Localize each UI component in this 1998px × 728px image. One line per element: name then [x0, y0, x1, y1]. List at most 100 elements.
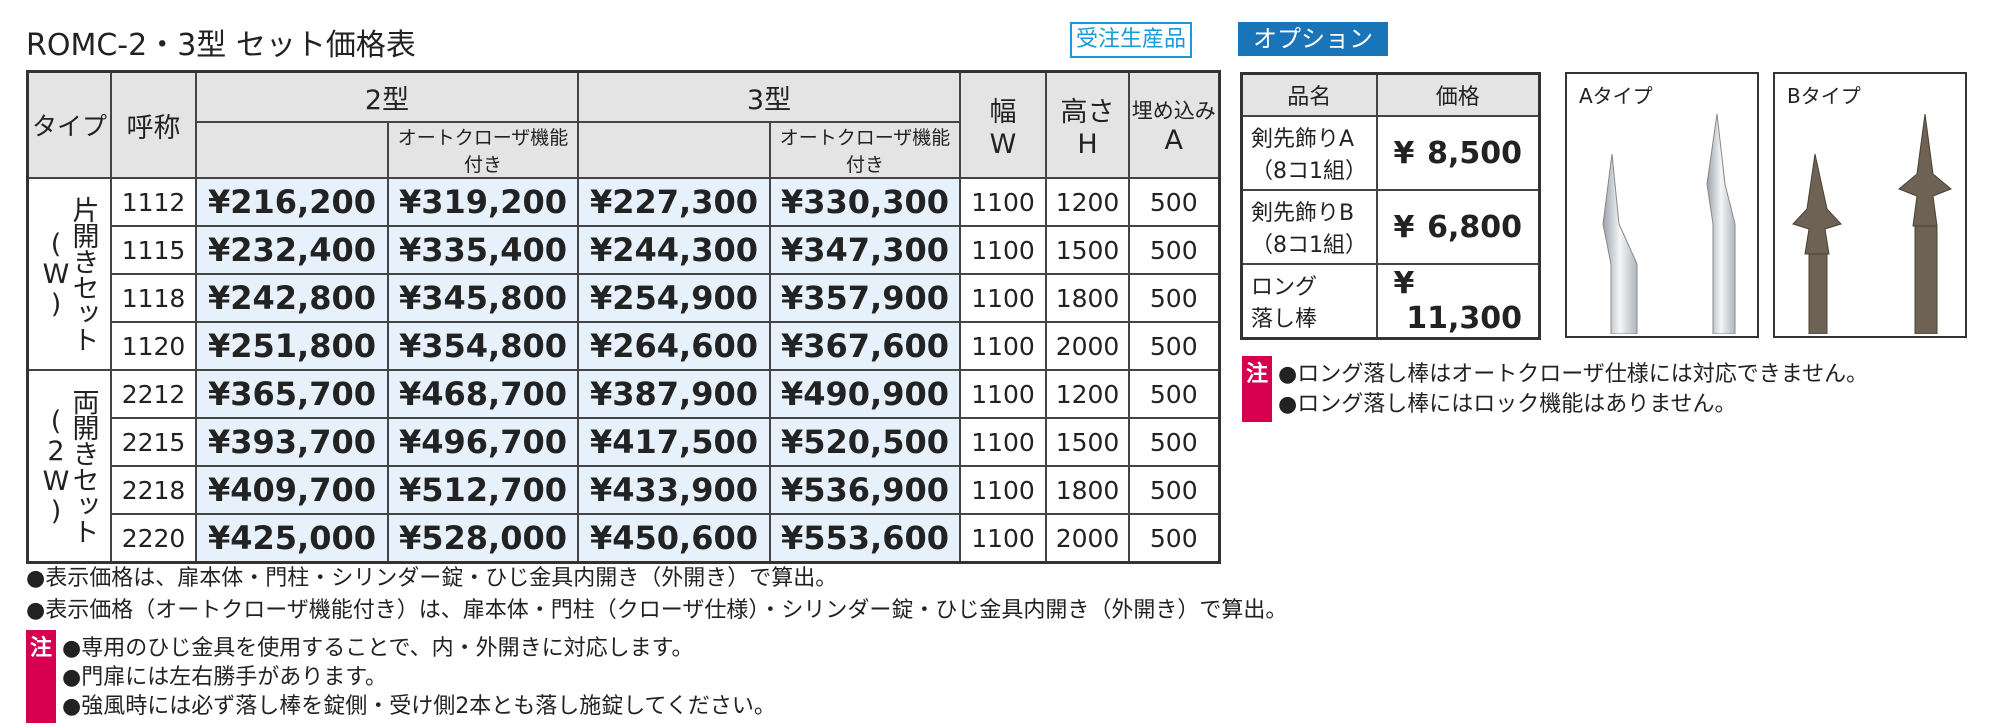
cell: 1118 — [110, 273, 197, 323]
header-text: 幅 — [989, 97, 1017, 128]
cell: 1115 — [110, 225, 197, 275]
yen: ¥ — [1393, 135, 1415, 171]
caution-line: ●門扉には左右勝手があります。 — [62, 665, 387, 690]
cell: ¥367,600 — [769, 321, 961, 371]
group-cell: 両開きセット(2W) — [26, 369, 112, 564]
header-cell: オートクローザ機能付き — [769, 121, 961, 179]
header-row: オートクローザ機能付き オートクローザ機能付き — [28, 121, 1220, 179]
cell: 2212 — [110, 369, 197, 419]
cell: 1500 — [1045, 417, 1130, 467]
cell: 500 — [1128, 225, 1220, 275]
caution-mark: 注 — [26, 630, 56, 723]
cell: 2000 — [1045, 513, 1130, 564]
price: 11,300 — [1406, 301, 1522, 336]
cell: ¥450,600 — [577, 513, 771, 564]
cell: 500 — [1128, 513, 1220, 564]
header-row: タイプ 呼称 2型 3型幅 W 高さ H 埋め込み A — [26, 70, 1220, 179]
caution-line: ●ロング落し棒はオートクローザ仕様には対応できません。 — [1278, 362, 1869, 387]
header-text: W — [989, 129, 1017, 160]
price: 6,800 — [1427, 209, 1522, 245]
cell: 1200 — [1045, 369, 1130, 419]
cell: 2218 — [110, 465, 197, 515]
note: ●表示価格（オートクローザ機能付き）は、扉本体・門柱（クローザ仕様）・シリンダー… — [26, 598, 1288, 623]
option-row: 剣先飾りA （8コ1組） ¥8,500 — [1240, 115, 1541, 191]
cell: ¥553,600 — [769, 513, 961, 564]
note: ●表示価格は、扉本体・門柱・シリンダー錠・ひじ金具内開き（外開き）で算出。 — [26, 566, 838, 591]
cell: 1100 — [959, 225, 1047, 275]
cell: 1100 — [959, 513, 1047, 564]
row: 両開きセット(2W) 2212 ¥365,700 ¥468,700 ¥387,900 ¥4… — [26, 369, 1220, 564]
image-a: Aタイプ — [1565, 72, 1759, 338]
header-text: 埋め込み — [1131, 98, 1216, 123]
cell: ¥345,800 — [387, 273, 579, 323]
options-header: 品名 価格 — [1240, 72, 1541, 117]
cell: ¥393,700 — [195, 417, 389, 467]
cell: 500 — [1128, 321, 1220, 371]
cell: 2220 — [110, 513, 197, 564]
header-cell: 呼称 — [110, 70, 197, 179]
option-name-line: ロング — [1251, 275, 1318, 300]
cell: 1112 — [110, 177, 197, 227]
row: 2220 ¥425,000 ¥528,000 ¥450,600 ¥553,600 1100… — [28, 513, 1220, 564]
yen: ¥ — [1393, 266, 1415, 301]
cell: 1100 — [959, 321, 1047, 371]
row: 1115 ¥232,400 ¥335,400 ¥244,300 ¥347,300 1100… — [28, 225, 1220, 275]
option-name: ロング 落し棒 — [1240, 263, 1378, 340]
option-row: ロング 落し棒 ¥11,300 — [1240, 263, 1541, 340]
cell: ¥251,800 — [195, 321, 389, 371]
price: 8,500 — [1427, 135, 1522, 171]
header-cell: 3型 — [577, 70, 961, 123]
cell: ¥244,300 — [577, 225, 771, 275]
cell: 1120 — [110, 321, 197, 371]
options-table: 品名 価格 剣先飾りA （8コ1組） ¥8,500 剣先飾りB （8コ1組） ¥6,800 ロン… — [1240, 72, 1541, 340]
option-name-line: 剣先飾りB — [1251, 201, 1355, 226]
cell: ¥357,900 — [769, 273, 961, 323]
cell: ¥520,500 — [769, 417, 961, 467]
row: 1120 ¥251,800 ¥354,800 ¥264,600 ¥367,600 1100… — [28, 321, 1220, 371]
caution-line: ●専用のひじ金具を使用することで、内・外開きに対応します。 — [62, 636, 694, 661]
cell: 500 — [1128, 273, 1220, 323]
option-price: ¥6,800 — [1375, 189, 1541, 265]
cell: ¥227,300 — [577, 177, 771, 227]
title: ROMC-2・3型 セット価格表 — [26, 28, 416, 63]
cell: 1500 — [1045, 225, 1130, 275]
cell: 1100 — [959, 369, 1047, 419]
image-label: Bタイプ — [1787, 84, 1861, 108]
cell: ¥354,800 — [387, 321, 579, 371]
cell: ¥496,700 — [387, 417, 579, 467]
cell: ¥330,300 — [769, 177, 961, 227]
cell: 1800 — [1045, 465, 1130, 515]
cell: ¥409,700 — [195, 465, 389, 515]
option-name-line: （8コ1組） — [1251, 159, 1367, 184]
header-text: 高さ — [1060, 97, 1115, 128]
caution-line: ●ロング落し棒にはロック機能はありません。 — [1278, 392, 1737, 417]
header-cell: 埋め込み A — [1128, 70, 1220, 179]
cell: 1100 — [959, 465, 1047, 515]
options-title: オプション — [1238, 22, 1388, 56]
option-price: ¥11,300 — [1375, 263, 1541, 340]
cell: 2000 — [1045, 321, 1130, 371]
cell: ¥335,400 — [387, 225, 579, 275]
header-cell: オートクローザ機能付き — [387, 121, 579, 179]
cell: 1800 — [1045, 273, 1130, 323]
caution-line: ●強風時には必ず落し棒を錠側・受け側2本とも落し施錠してください。 — [62, 694, 776, 719]
cell: ¥264,600 — [577, 321, 771, 371]
cell: 2215 — [110, 417, 197, 467]
option-name: 剣先飾りA （8コ1組） — [1240, 115, 1378, 191]
cell: ¥490,900 — [769, 369, 961, 419]
cell: ¥347,300 — [769, 225, 961, 275]
option-row: 剣先飾りB （8コ1組） ¥6,800 — [1240, 189, 1541, 265]
price-table: タイプ 呼称 2型 3型幅 W 高さ H 埋め込み A オートクローザ機能付き オートクローザ機能付… — [26, 70, 1221, 564]
cell: ¥433,900 — [577, 465, 771, 515]
header-text: A — [1164, 124, 1183, 156]
cell: ¥242,800 — [195, 273, 389, 323]
option-name-line: 剣先飾りA — [1251, 127, 1355, 152]
cell: ¥528,000 — [387, 513, 579, 564]
spear-b — [1792, 114, 1952, 334]
spear-a — [1602, 114, 1736, 334]
yen: ¥ — [1393, 209, 1415, 245]
image-b: Bタイプ — [1773, 72, 1967, 338]
cell: 1200 — [1045, 177, 1130, 227]
header-cell: 品名 — [1240, 72, 1378, 117]
